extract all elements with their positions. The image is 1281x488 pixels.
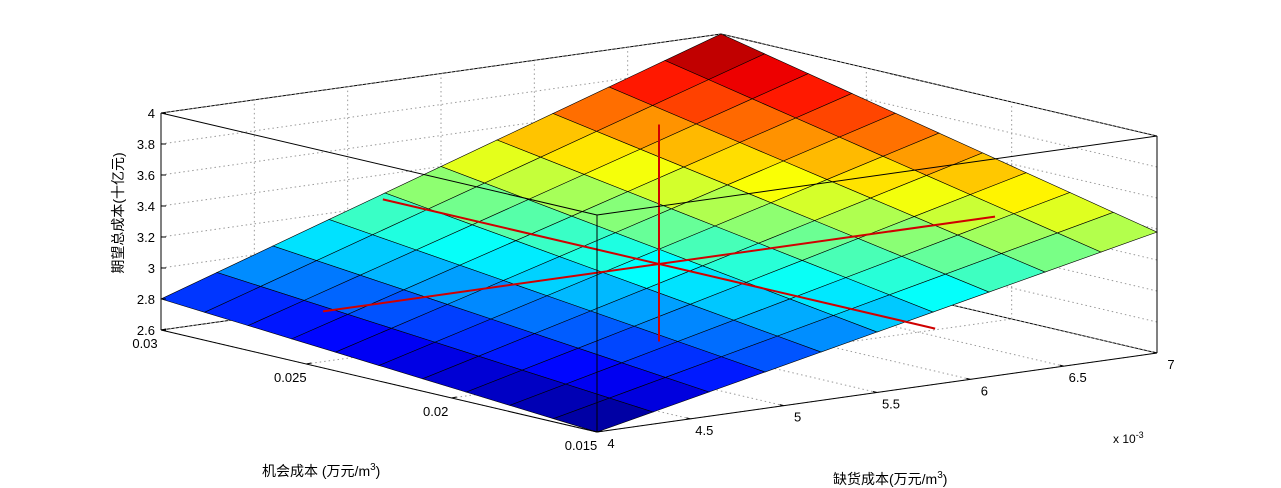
x-tick-label: 4.5 [695,423,713,438]
y-axis-label: 机会成本 (万元/m3) [262,462,380,479]
x-axis-label: 缺货成本(万元/m3) [833,470,947,487]
x-axis-label-sup: 3 [937,470,943,481]
surface-cell [552,397,654,433]
surface-mesh [160,33,1158,433]
x-axis-label-text: 缺货成本(万元/m [833,471,937,487]
x-tick-label: 4 [607,436,614,451]
y-tick-mark [451,396,457,399]
z-tick-label: 4 [148,106,155,121]
y-tick-mark [596,430,603,433]
y-tick-label: 0.02 [423,404,448,419]
y-tick-label: 0.025 [274,370,307,385]
z-axis-label: 期望总成本(十亿元) [110,152,126,273]
y-tick-mark [306,362,312,365]
z-tick-label: 3.6 [137,168,155,183]
z-tick-label: 2.6 [137,323,155,338]
x-tick-mark [779,404,784,407]
y-axis-label-sup: 3 [370,462,376,473]
x-exponent-label: x 10-3 [1113,430,1144,446]
marker-lines [322,124,996,342]
y-axis-label-text: 机会成本 (万元/m [262,463,370,479]
x-tick-mark [966,377,971,380]
tick-marks [160,112,1158,433]
x-exponent-base: x 10 [1113,432,1136,446]
box-edge [160,112,598,216]
z-tick-label: 2.8 [137,292,155,307]
x-tick-label: 6.5 [1069,370,1087,385]
x-tick-label: 6 [981,383,988,398]
z-tick-label: 3 [148,261,155,276]
x-tick-mark [872,391,878,393]
box-edge [720,33,1158,137]
x-exponent-power: -3 [1136,430,1144,440]
x-tick-mark [1059,364,1064,367]
marker-y-line [382,198,936,330]
box-edge [160,329,598,433]
z-tick-labels: 2.6 2.8 3 3.2 3.4 3.6 3.8 4 [137,106,155,338]
x-axis-label-end: ) [943,471,948,487]
y-tick-label: 0.03 [132,336,157,351]
x-tick-mark [686,417,691,420]
box-edge [596,135,1158,216]
y-axis-label-end: ) [376,463,381,479]
y-tick-labels: 0.015 0.02 0.025 0.03 [132,336,597,453]
x-tick-label: 7 [1167,357,1174,372]
z-tick-label: 3.8 [137,137,155,152]
x-tick-mark [592,430,598,433]
x-tick-mark [1152,351,1158,354]
y-tick-label: 0.015 [565,438,598,453]
x-tick-label: 5.5 [882,397,900,412]
x-tick-label: 5 [794,410,801,425]
x-tick-labels: 4 4.5 5 5.5 6 6.5 7 [607,357,1174,451]
z-tick-label: 3.2 [137,230,155,245]
z-tick-label: 3.4 [137,199,155,214]
